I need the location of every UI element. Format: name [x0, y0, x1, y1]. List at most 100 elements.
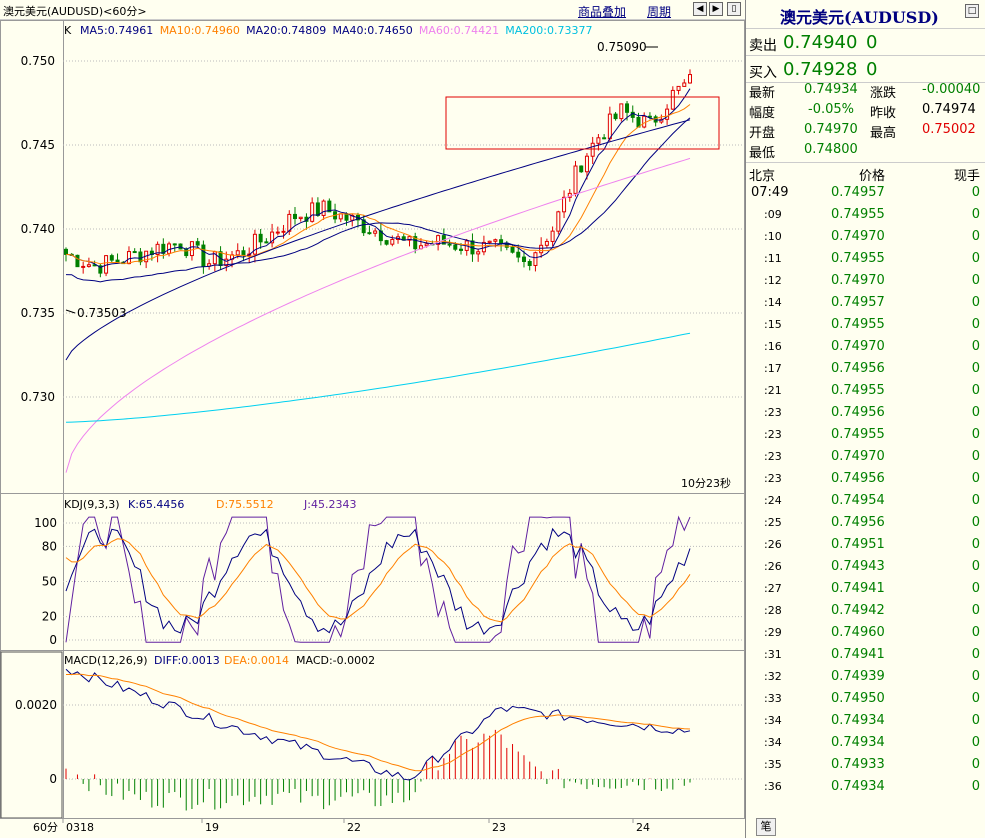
trade-price: 0.74955	[831, 383, 885, 398]
candle-body	[384, 240, 389, 245]
macd-dea-label: DEA:0.0014	[224, 654, 289, 667]
candle-body	[487, 240, 492, 243]
trade-header-vol: 现手	[953, 169, 980, 184]
trade-price: 0.74934	[831, 735, 885, 750]
trade-row: :29 0.74960 0	[746, 623, 985, 645]
tick-button[interactable]: 笔	[756, 818, 776, 836]
trade-row: :34 0.74934 0	[746, 711, 985, 733]
sell-row: 卖出 0.74940 0	[746, 29, 985, 56]
trade-row: :23 0.74956 0	[746, 469, 985, 491]
trade-volume: 0	[971, 405, 980, 420]
kdj-k-label: K:65.4456	[128, 498, 184, 511]
trade-price: 0.74960	[831, 625, 885, 640]
trade-volume: 0	[971, 251, 980, 266]
trade-time: :11	[764, 252, 782, 265]
trade-row: :36 0.74934 0	[746, 777, 985, 799]
trade-volume: 0	[971, 383, 980, 398]
trade-time: :09	[764, 208, 782, 221]
macd-y-tick: 0.0020	[15, 698, 57, 712]
prev-icon[interactable]: ◀	[693, 2, 707, 16]
kdj-y-tick: 100	[34, 516, 57, 530]
macd-diff-line	[65, 668, 691, 781]
trade-price: 0.74955	[831, 427, 885, 442]
next-icon[interactable]: ▶	[709, 2, 723, 16]
top-toolbar: 澳元美元(AUDUSD)<60分> 商品叠加 周期 ◀ ▶ ▯	[0, 0, 745, 20]
candle-body	[350, 214, 355, 221]
kdj-j-label: J:45.2343	[303, 498, 356, 511]
prev-label: 昨收	[870, 106, 897, 121]
trade-time: :14	[764, 296, 782, 309]
trade-header-loc: 北京	[749, 169, 776, 184]
trade-price: 0.74970	[831, 229, 885, 244]
trade-volume: 0	[971, 537, 980, 552]
window-title: 澳元美元(AUDUSD)<60分>	[3, 5, 147, 18]
trade-volume: 0	[971, 361, 980, 376]
candle-body	[619, 103, 624, 120]
trade-row: :09 0.74955 0	[746, 205, 985, 227]
candle-body	[665, 108, 670, 120]
close-icon[interactable]: □	[965, 4, 979, 18]
x-axis-label: 23	[492, 821, 506, 834]
trade-price: 0.74957	[831, 295, 885, 310]
candle-body	[195, 241, 200, 246]
trade-row: :26 0.74951 0	[746, 535, 985, 557]
candle-body	[270, 231, 275, 244]
chart-canvas[interactable]: 0.750 0.745 0.740 0.735 0.730 K MA5:0.74961 MA1…	[0, 0, 745, 838]
trade-time: :10	[764, 230, 782, 243]
candle-body	[235, 250, 240, 256]
trade-price: 0.74955	[831, 251, 885, 266]
trade-time: :31	[764, 648, 782, 661]
trade-row: 07:49 0.74957 0	[746, 183, 985, 205]
trade-price: 0.74957	[831, 185, 885, 200]
candle-body	[373, 230, 378, 234]
chart-area[interactable]: 0.750 0.745 0.740 0.735 0.730 K MA5:0.74961 MA1…	[0, 0, 745, 838]
trade-price: 0.74950	[831, 691, 885, 706]
candle-body	[367, 232, 372, 235]
kdj-d-label: D:75.5512	[216, 498, 274, 511]
trade-time: 07:49	[751, 185, 789, 200]
trade-time: :26	[764, 560, 782, 573]
trade-price: 0.74955	[831, 317, 885, 332]
trade-volume: 0	[971, 559, 980, 574]
trade-time: :12	[764, 274, 782, 287]
candle-body	[138, 251, 143, 263]
candle-body	[533, 252, 538, 266]
period-link[interactable]: 周期	[647, 5, 672, 19]
low-label: 最低	[749, 146, 776, 161]
candle-body	[327, 200, 332, 213]
sell-volume: 0	[866, 32, 878, 53]
change-value: -0.00040	[922, 82, 981, 97]
sell-price: 0.74940	[783, 32, 858, 53]
trade-row: :33 0.74950 0	[746, 689, 985, 711]
overlay-link[interactable]: 商品叠加	[578, 5, 627, 19]
candle-body	[550, 230, 555, 242]
candle-body	[64, 248, 68, 255]
candle-body	[155, 243, 160, 256]
candle-body	[310, 202, 315, 222]
kdj-j-line	[65, 515, 691, 643]
range-box[interactable]	[445, 96, 720, 150]
trade-volume: 0	[971, 647, 980, 662]
candle-body	[224, 258, 229, 267]
trade-row: :34 0.74934 0	[746, 733, 985, 755]
trade-time: :24	[764, 494, 782, 507]
macd-dea-line	[66, 673, 691, 772]
trade-time: :25	[764, 516, 782, 529]
candle-body	[493, 239, 498, 242]
pct-value: -0.05%	[808, 102, 854, 117]
trade-price: 0.74951	[831, 537, 885, 552]
buy-label: 买入	[749, 65, 777, 81]
ma10-line	[65, 104, 691, 265]
candle-body	[682, 82, 687, 87]
trade-row: :35 0.74933 0	[746, 755, 985, 777]
toggle-panel-icon[interactable]: ▯	[727, 2, 741, 16]
stat-row-open: 开盘 0.74970 最高 0.75002	[746, 121, 985, 141]
trade-volume: 0	[971, 207, 980, 222]
trade-price: 0.74942	[831, 603, 885, 618]
trade-header-price: 价格	[859, 169, 886, 184]
candle-body	[184, 248, 189, 257]
low-marker-line	[65, 309, 76, 314]
trade-volume: 0	[971, 449, 980, 464]
change-label: 涨跌	[870, 86, 897, 101]
high-value: 0.75002	[922, 122, 976, 137]
